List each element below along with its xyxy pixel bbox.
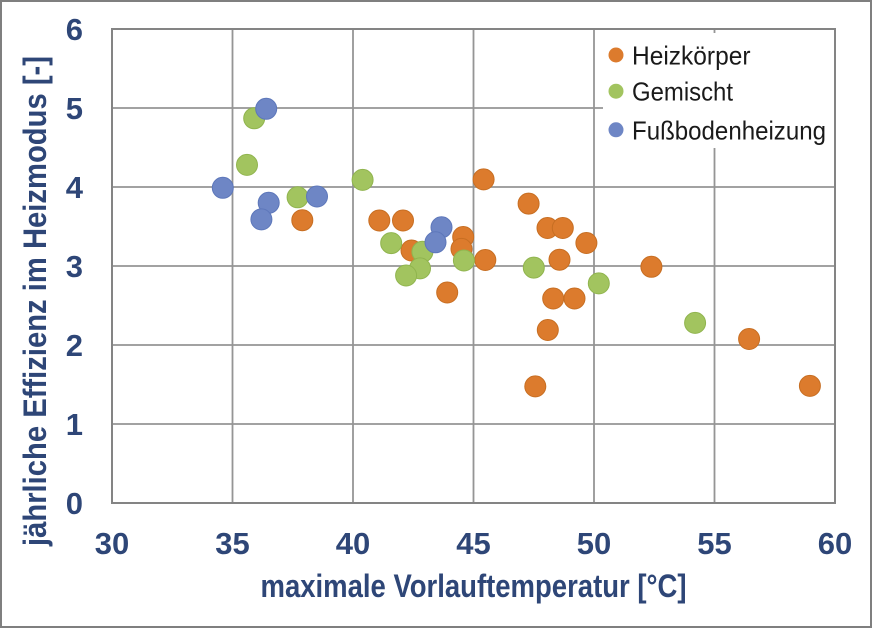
svg-text:45: 45 — [456, 526, 490, 561]
svg-text:2: 2 — [66, 328, 83, 363]
svg-text:jährliche Effizienz im Heizmod: jährliche Effizienz im Heizmodus [-] — [17, 56, 53, 547]
svg-text:60: 60 — [818, 526, 852, 561]
svg-text:maximale Vorlauftemperatur [°C: maximale Vorlauftemperatur [°C] — [261, 568, 687, 604]
svg-text:Heizkörper: Heizkörper — [632, 41, 751, 71]
svg-text:40: 40 — [336, 526, 370, 561]
svg-text:50: 50 — [577, 526, 611, 561]
svg-text:0: 0 — [66, 486, 83, 521]
svg-text:1: 1 — [66, 407, 83, 442]
svg-text:5: 5 — [66, 91, 83, 126]
svg-text:55: 55 — [697, 526, 731, 561]
svg-text:4: 4 — [66, 170, 84, 205]
svg-text:30: 30 — [95, 526, 129, 561]
svg-text:3: 3 — [66, 249, 83, 284]
svg-text:Gemischt: Gemischt — [632, 77, 734, 107]
svg-text:6: 6 — [66, 12, 83, 47]
svg-text:Fußbodenheizung: Fußbodenheizung — [632, 115, 826, 145]
svg-text:35: 35 — [215, 526, 249, 561]
